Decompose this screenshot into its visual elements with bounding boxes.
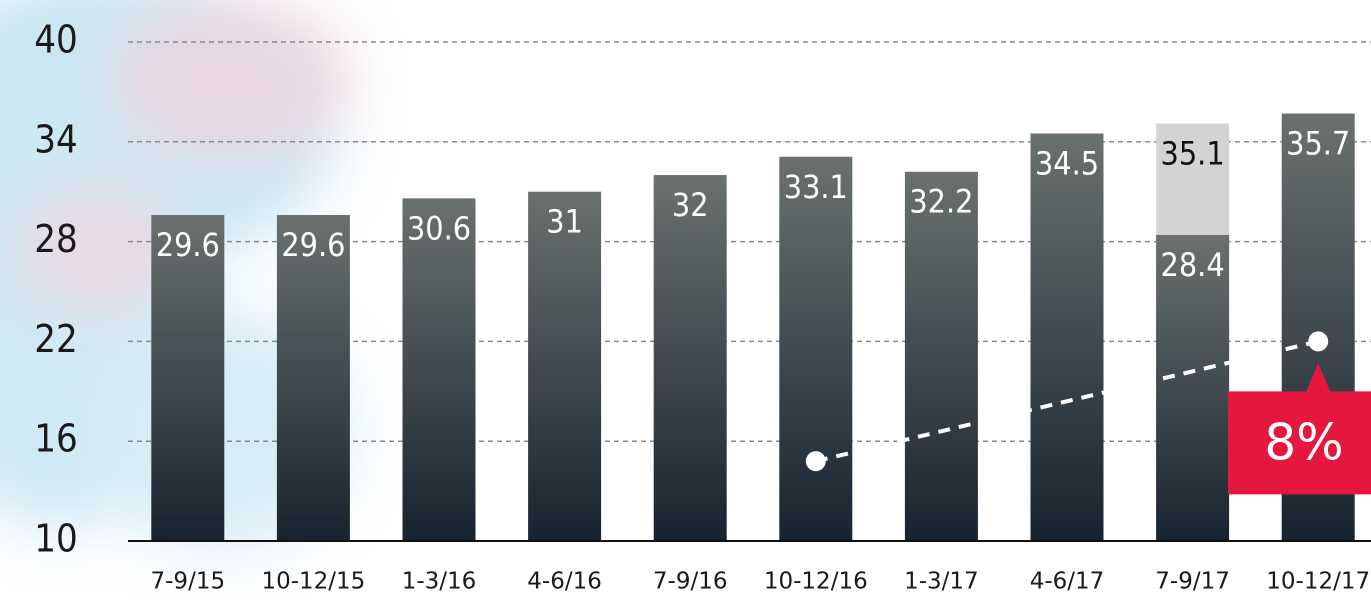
value-label: 29.6 — [156, 226, 220, 264]
x-tick-label: 1-3/17 — [904, 569, 979, 595]
value-label: 33.1 — [784, 168, 848, 206]
value-label: 35.7 — [1286, 125, 1350, 163]
y-tick-label: 10 — [34, 517, 78, 561]
bar — [905, 172, 978, 541]
bar — [1031, 133, 1104, 541]
x-tick-label: 7-9/17 — [1155, 569, 1230, 595]
value-label: 34.5 — [1035, 144, 1099, 182]
value-label: 32.2 — [909, 183, 973, 221]
bar — [654, 175, 727, 541]
value-label: 32 — [672, 186, 709, 224]
x-tick-label: 4-6/16 — [527, 569, 602, 595]
y-tick-label: 34 — [34, 117, 78, 161]
annotation-text: 8% — [1264, 413, 1343, 471]
y-tick-label: 28 — [34, 217, 78, 261]
value-label: 28.4 — [1161, 246, 1225, 284]
bar — [403, 198, 476, 541]
x-tick-label: 4-6/17 — [1030, 569, 1105, 595]
value-label: 30.6 — [407, 209, 471, 247]
value-label: 35.1 — [1161, 135, 1225, 173]
trend-point — [1308, 331, 1328, 351]
bar — [528, 192, 601, 541]
y-tick-label: 16 — [34, 417, 78, 461]
value-label: 29.6 — [281, 226, 345, 264]
x-tick-label: 10-12/15 — [261, 569, 365, 595]
x-tick-label: 1-3/16 — [402, 569, 477, 595]
x-tick-label: 10-12/17 — [1266, 569, 1370, 595]
value-label: 31 — [546, 203, 583, 241]
y-tick-label: 40 — [34, 18, 78, 62]
x-tick-label: 7-9/16 — [653, 569, 728, 595]
bar — [779, 157, 852, 541]
x-tick-label: 7-9/15 — [151, 569, 226, 595]
chart: 10 16 22 28 34 40 35.1 29.6 29.6 30.6 31 32 33.1 32.2… — [0, 0, 1371, 600]
y-tick-label: 22 — [34, 317, 78, 361]
trend-point — [806, 451, 826, 471]
x-tick-label: 10-12/16 — [764, 569, 868, 595]
